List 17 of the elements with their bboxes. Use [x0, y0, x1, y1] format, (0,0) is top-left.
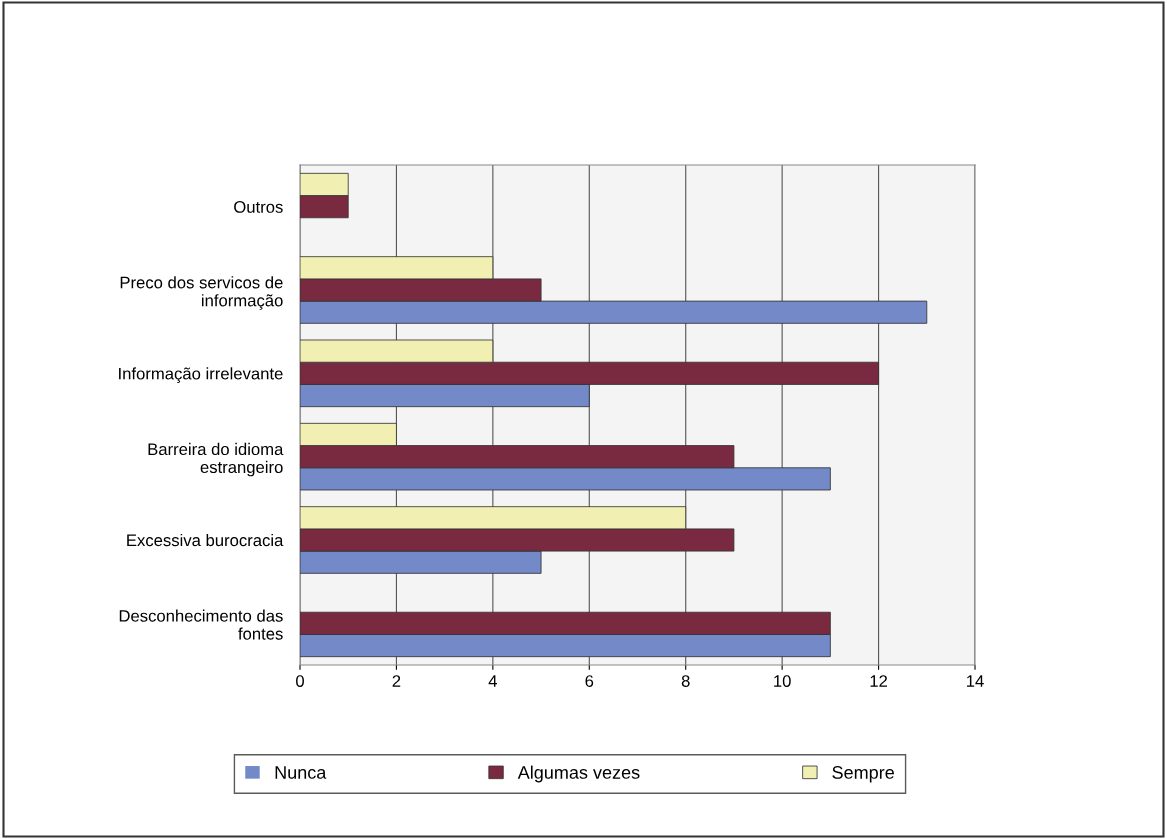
legend-label: Nunca: [275, 766, 327, 779]
x-tick-label: 10: [774, 675, 791, 687]
y-tick-label: Preco dos servicos de informação: [120, 276, 283, 310]
y-tick-label: Outros: [234, 201, 283, 213]
x-tick-label: 12: [870, 675, 887, 687]
y-tick-label: Barreira do idioma estrangeiro: [148, 442, 284, 477]
x-tick-label: 0: [296, 675, 304, 687]
y-tick-label: Excessiva burocracia: [127, 533, 284, 547]
legend-label: Algumas vezes: [517, 765, 640, 783]
legend-label: Sempre: [832, 766, 894, 783]
y-tick-label: Informação irrelevante: [119, 367, 283, 383]
y-tick-label: Desconhecimento das fontes: [119, 609, 283, 640]
x-tick-label: 4: [488, 675, 497, 687]
x-tick-label: 14: [967, 675, 984, 687]
x-tick-label: 8: [681, 675, 690, 687]
x-tick-label: 2: [392, 675, 401, 687]
x-tick-label: 6: [585, 675, 594, 687]
